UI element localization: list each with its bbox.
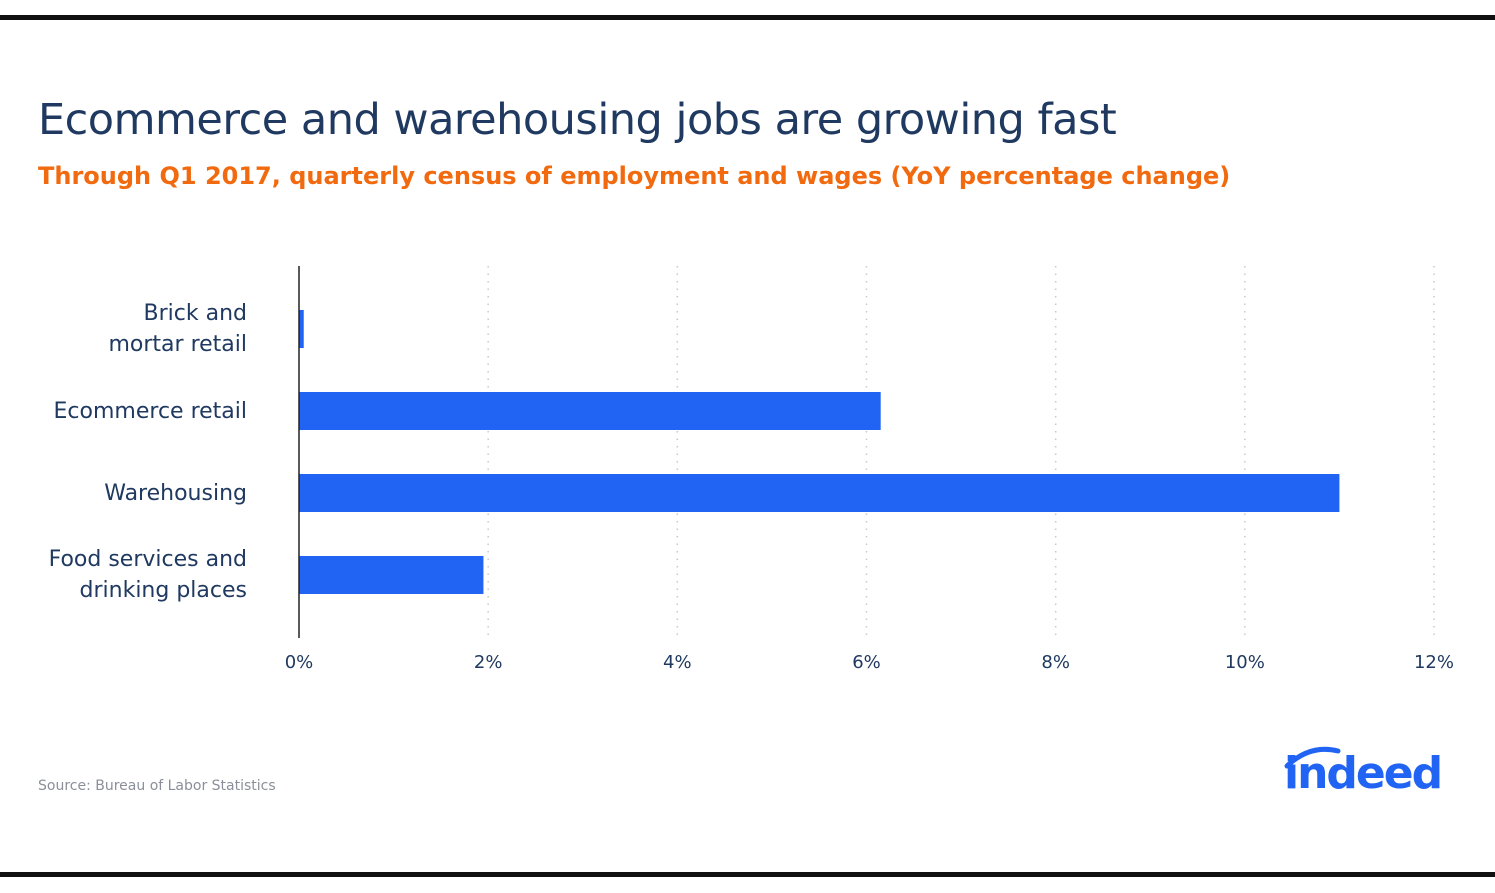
x-tick-label: 4% — [663, 652, 692, 673]
category-label-line: Warehousing — [104, 480, 247, 506]
x-tick-label: 2% — [474, 652, 503, 673]
category-label: Ecommerce retail — [54, 396, 247, 427]
x-tick-label: 10% — [1225, 652, 1265, 673]
x-tick-label: 6% — [852, 652, 881, 673]
category-label: Food services and drinking places — [49, 544, 247, 606]
category-label-line: Ecommerce retail — [53, 398, 247, 424]
bar — [299, 392, 881, 430]
x-tick-label: 12% — [1414, 652, 1454, 673]
category-label-line: Food services and — [48, 547, 247, 572]
category-label: Warehousing — [104, 478, 247, 509]
logo-arc-icon — [1284, 746, 1341, 769]
logo-text: indeed — [1284, 748, 1443, 799]
bar — [299, 310, 304, 348]
x-tick-label: 8% — [1041, 652, 1070, 673]
chart-title: Ecommerce and warehousing jobs are growi… — [38, 95, 1117, 145]
top-rule — [0, 15, 1495, 20]
x-tick-label: 0% — [285, 652, 314, 673]
category-label-line: Brick and — [143, 301, 247, 326]
category-label-line: mortar retail — [108, 332, 247, 357]
chart-subtitle: Through Q1 2017, quarterly census of emp… — [38, 162, 1231, 190]
category-label: Brick and mortar retail — [108, 298, 247, 360]
bar — [299, 474, 1340, 512]
bottom-rule — [0, 872, 1495, 877]
bar — [299, 556, 484, 594]
source-note: Source: Bureau of Labor Statistics — [38, 778, 276, 794]
category-label-line: drinking places — [79, 578, 247, 603]
indeed-logo: indeed — [1284, 742, 1464, 802]
